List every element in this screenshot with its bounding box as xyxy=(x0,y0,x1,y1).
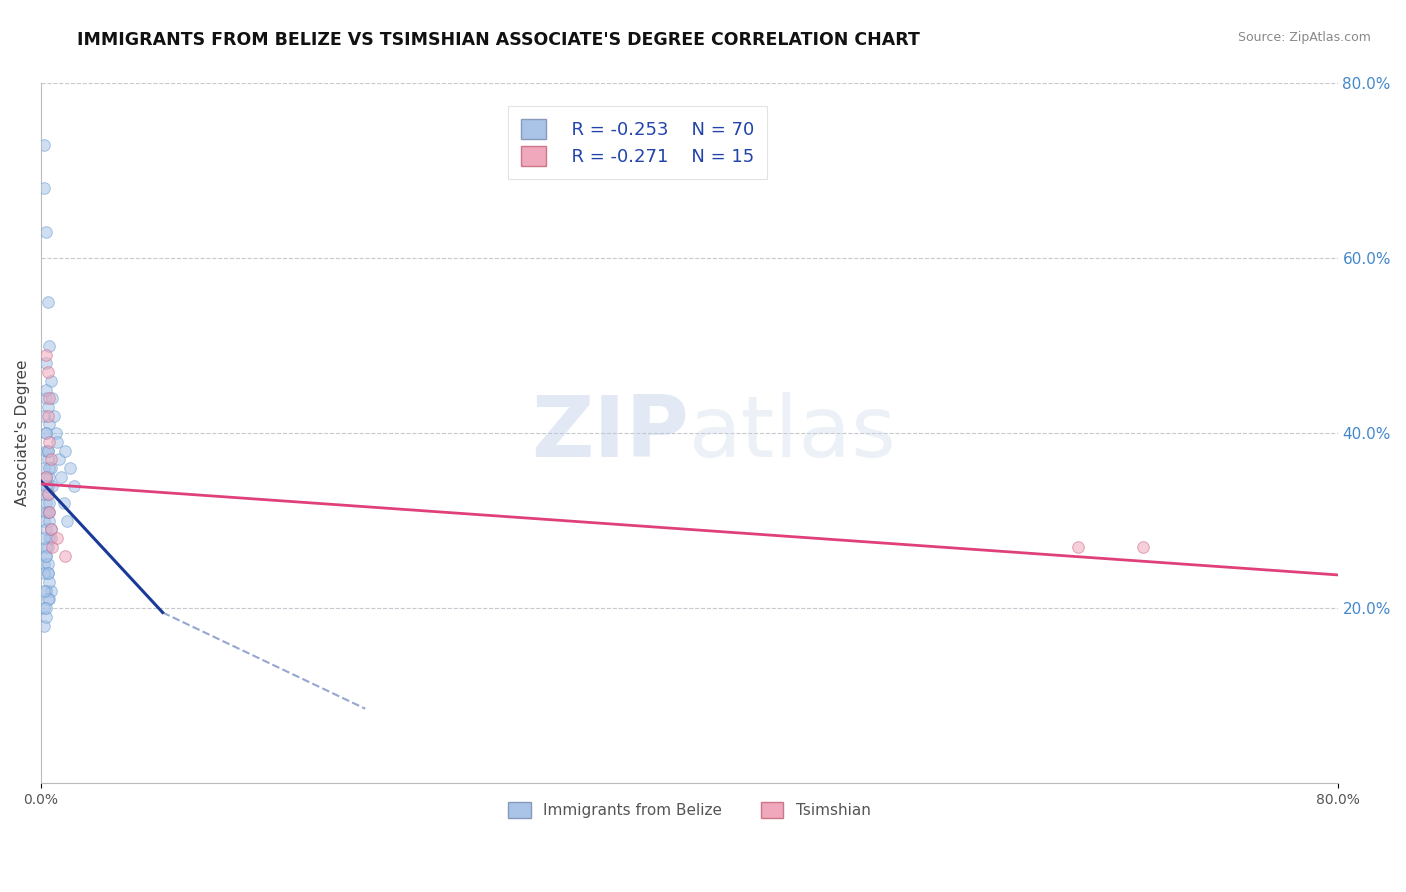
Point xyxy=(37,400,59,414)
Point xyxy=(59,461,82,475)
Point xyxy=(35,383,58,397)
Point xyxy=(39,374,62,388)
Point xyxy=(38,461,60,475)
Point xyxy=(38,496,60,510)
Point xyxy=(35,479,58,493)
Point xyxy=(34,558,56,572)
Point xyxy=(34,409,56,423)
Point xyxy=(35,356,58,370)
Point xyxy=(49,470,72,484)
Point xyxy=(39,523,62,537)
Point xyxy=(37,566,59,581)
Point xyxy=(45,426,67,441)
Point xyxy=(34,137,56,152)
Point xyxy=(35,225,58,239)
Point xyxy=(39,461,62,475)
Point xyxy=(38,505,60,519)
Point xyxy=(37,487,59,501)
Point xyxy=(35,540,58,554)
Point xyxy=(41,540,63,554)
Point xyxy=(35,601,58,615)
Y-axis label: Associate's Degree: Associate's Degree xyxy=(15,360,30,507)
Point xyxy=(37,443,59,458)
Point xyxy=(46,531,69,545)
Point xyxy=(35,426,58,441)
Point xyxy=(37,592,59,607)
Text: IMMIGRANTS FROM BELIZE VS TSIMSHIAN ASSOCIATE'S DEGREE CORRELATION CHART: IMMIGRANTS FROM BELIZE VS TSIMSHIAN ASSO… xyxy=(77,31,920,49)
Legend: Immigrants from Belize, Tsimshian: Immigrants from Belize, Tsimshian xyxy=(502,797,877,824)
Point xyxy=(41,391,63,405)
Point xyxy=(37,487,59,501)
Point xyxy=(39,523,62,537)
Point xyxy=(34,514,56,528)
Point xyxy=(38,531,60,545)
Point xyxy=(1132,540,1154,554)
Point xyxy=(35,505,58,519)
Point xyxy=(46,434,69,449)
Point xyxy=(35,470,58,484)
Point xyxy=(34,487,56,501)
Point xyxy=(38,339,60,353)
Point xyxy=(35,470,58,484)
Point xyxy=(35,347,58,361)
Point xyxy=(34,601,56,615)
Point xyxy=(37,409,59,423)
Point xyxy=(35,496,58,510)
Point xyxy=(38,574,60,589)
Point xyxy=(38,505,60,519)
Point xyxy=(35,549,58,563)
Point xyxy=(38,391,60,405)
Point xyxy=(39,531,62,545)
Point xyxy=(34,181,56,195)
Point xyxy=(34,618,56,632)
Point xyxy=(41,479,63,493)
Point xyxy=(39,583,62,598)
Point xyxy=(35,583,58,598)
Point xyxy=(55,549,77,563)
Point xyxy=(35,426,58,441)
Point xyxy=(37,443,59,458)
Point xyxy=(37,452,59,467)
Text: Source: ZipAtlas.com: Source: ZipAtlas.com xyxy=(1237,31,1371,45)
Point xyxy=(56,514,79,528)
Point xyxy=(38,514,60,528)
Point xyxy=(37,295,59,310)
Point xyxy=(37,558,59,572)
Point xyxy=(35,391,58,405)
Point xyxy=(35,443,58,458)
Point xyxy=(37,566,59,581)
Point xyxy=(62,479,84,493)
Point xyxy=(38,470,60,484)
Point xyxy=(37,365,59,379)
Point xyxy=(34,531,56,545)
Point xyxy=(39,452,62,467)
Point xyxy=(38,417,60,432)
Point xyxy=(34,461,56,475)
Text: ZIP: ZIP xyxy=(531,392,689,475)
Point xyxy=(34,566,56,581)
Point xyxy=(37,540,59,554)
Point xyxy=(1067,540,1090,554)
Point xyxy=(38,592,60,607)
Text: atlas: atlas xyxy=(689,392,897,475)
Point xyxy=(55,443,77,458)
Point xyxy=(38,434,60,449)
Point xyxy=(35,549,58,563)
Point xyxy=(42,409,65,423)
Point xyxy=(34,583,56,598)
Point xyxy=(52,496,75,510)
Point xyxy=(37,479,59,493)
Point xyxy=(35,523,58,537)
Point xyxy=(35,610,58,624)
Point xyxy=(37,505,59,519)
Point xyxy=(48,452,70,467)
